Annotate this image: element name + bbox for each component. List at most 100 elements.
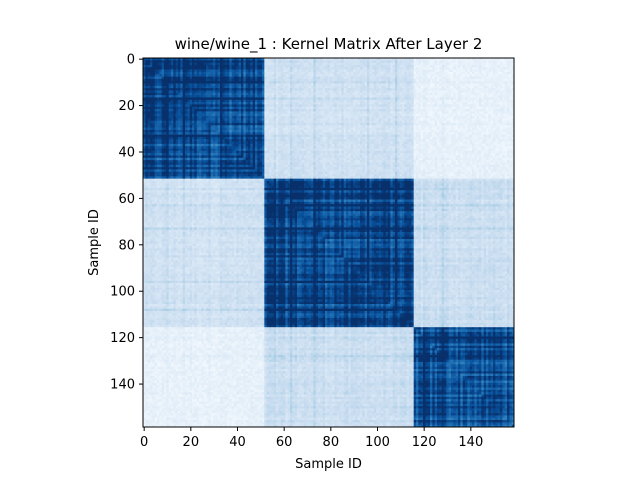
heatmap-cell (232, 128, 235, 131)
heatmap-cell (493, 74, 496, 77)
heatmap-cell (311, 104, 314, 107)
heatmap-cell (344, 88, 347, 91)
heatmap-cell (334, 125, 337, 128)
heatmap-cell (337, 97, 340, 100)
heatmap-cell (395, 114, 398, 117)
heatmap-cell (381, 77, 384, 80)
heatmap-cell (183, 104, 186, 107)
heatmap-cell (295, 65, 298, 68)
heatmap-cell (411, 63, 414, 66)
heatmap-cell (173, 77, 176, 80)
heatmap-cell (311, 97, 314, 100)
heatmap-cell (383, 118, 386, 121)
heatmap-cell (162, 74, 165, 77)
heatmap-cell (421, 121, 424, 124)
heatmap-cell (407, 70, 410, 73)
heatmap-cell (374, 77, 377, 80)
heatmap-cell (432, 93, 435, 96)
heatmap-cell (365, 109, 368, 112)
heatmap-cell (337, 123, 340, 126)
heatmap-cell (402, 88, 405, 91)
heatmap-cell (481, 107, 484, 110)
heatmap-cell (157, 63, 160, 66)
heatmap-cell (236, 102, 239, 105)
heatmap-cell (365, 72, 368, 75)
heatmap-cell (220, 123, 223, 126)
heatmap-cell (192, 104, 195, 107)
heatmap-cell (446, 60, 449, 63)
heatmap-cell (271, 97, 274, 100)
heatmap-cell (155, 97, 158, 100)
heatmap-cell (486, 123, 489, 126)
heatmap-cell (316, 123, 319, 126)
heatmap-cell (509, 97, 512, 100)
heatmap-cell (304, 128, 307, 131)
heatmap-cell (208, 128, 211, 131)
heatmap-cell (248, 114, 251, 117)
heatmap-cell (159, 67, 162, 70)
heatmap-cell (509, 100, 512, 103)
heatmap-cell (411, 67, 414, 70)
heatmap-cell (192, 90, 195, 93)
heatmap-cell (346, 74, 349, 77)
heatmap-cell (243, 63, 246, 66)
heatmap-cell (155, 116, 158, 119)
heatmap-cell (250, 121, 253, 124)
heatmap-cell (493, 65, 496, 68)
heatmap-cell (194, 60, 197, 63)
heatmap-cell (388, 125, 391, 128)
heatmap-cell (414, 67, 417, 70)
heatmap-cell (152, 116, 155, 119)
heatmap-cell (262, 107, 265, 110)
heatmap-cell (248, 100, 251, 103)
heatmap-cell (458, 95, 461, 98)
heatmap-cell (269, 90, 272, 93)
heatmap-cell (348, 111, 351, 114)
heatmap-cell (304, 72, 307, 75)
heatmap-cell (472, 114, 475, 117)
heatmap-cell (456, 118, 459, 121)
heatmap-cell (213, 123, 216, 126)
heatmap-cell (325, 81, 328, 84)
heatmap-cell (397, 65, 400, 68)
heatmap-cell (180, 107, 183, 110)
heatmap-cell (309, 116, 312, 119)
heatmap-cell (288, 60, 291, 63)
heatmap-cell (222, 74, 225, 77)
heatmap-cell (150, 130, 153, 133)
heatmap-cell (381, 111, 384, 114)
heatmap-cell (262, 72, 265, 75)
heatmap-cell (341, 70, 344, 73)
heatmap-cell (199, 130, 202, 133)
heatmap-cell (180, 93, 183, 96)
heatmap-cell (285, 67, 288, 70)
heatmap-cell (365, 60, 368, 63)
heatmap-cell (145, 65, 148, 68)
heatmap-cell (365, 74, 368, 77)
heatmap-cell (234, 77, 237, 80)
heatmap-cell (484, 95, 487, 98)
heatmap-cell (316, 114, 319, 117)
heatmap-cell (437, 86, 440, 89)
heatmap-cell (162, 107, 165, 110)
heatmap-cell (152, 60, 155, 63)
heatmap-cell (374, 65, 377, 68)
heatmap-cell (388, 121, 391, 124)
heatmap-cell (386, 93, 389, 96)
heatmap-cell (155, 63, 158, 66)
heatmap-cell (194, 97, 197, 100)
heatmap-cell (260, 72, 263, 75)
heatmap-cell (276, 79, 279, 82)
heatmap-cell (423, 63, 426, 66)
heatmap-cell (239, 114, 242, 117)
heatmap-cell (397, 70, 400, 73)
heatmap-cell (425, 121, 428, 124)
heatmap-cell (159, 114, 162, 117)
heatmap-cell (477, 90, 480, 93)
heatmap-cell (185, 63, 188, 66)
heatmap-cell (229, 100, 232, 103)
heatmap-cell (449, 72, 452, 75)
heatmap-cell (288, 118, 291, 121)
heatmap-cell (439, 63, 442, 66)
heatmap-cell (439, 74, 442, 77)
